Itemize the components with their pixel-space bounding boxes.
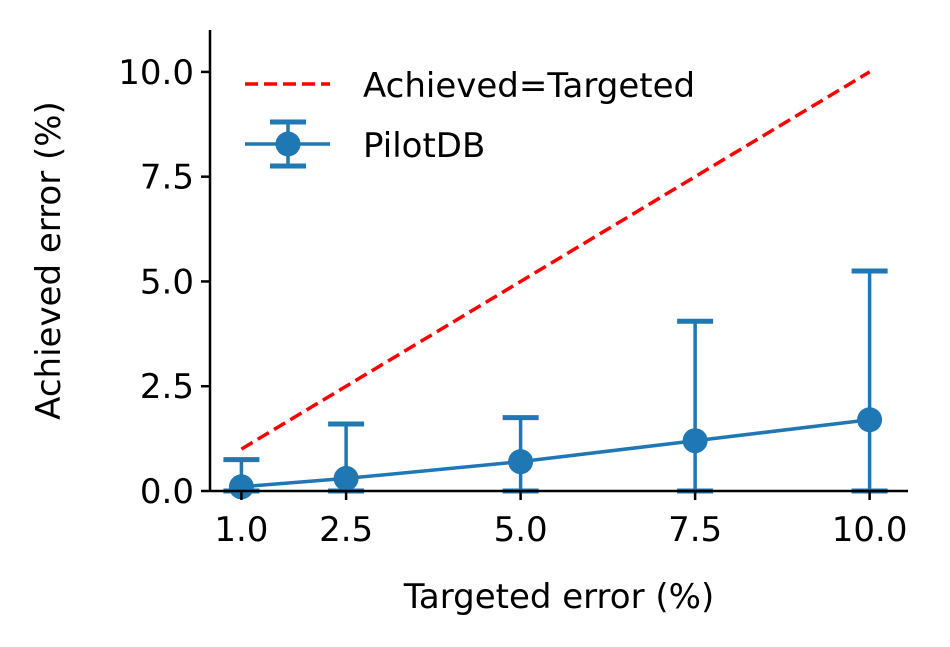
data-point-pilotdb: [508, 449, 534, 475]
legend-label-achieved-targeted: Achieved=Targeted: [363, 66, 695, 106]
legend-swatch-errorbar: [245, 119, 330, 169]
legend-label-pilotdb: PilotDB: [363, 126, 485, 166]
x-tick-label: 5.0: [494, 510, 548, 550]
y-tick-label: 2.5: [140, 367, 194, 407]
data-point-pilotdb: [682, 428, 708, 454]
x-axis-title: Targeted error (%): [403, 577, 714, 617]
legend: Achieved=Targeted PilotDB: [245, 66, 695, 169]
x-tick-label: 1.0: [214, 510, 268, 550]
y-tick-label: 5.0: [140, 262, 194, 302]
y-tick-label: 10.0: [118, 53, 194, 93]
plot-data-layer: [223, 70, 888, 500]
y-tick-label: 0.0: [140, 472, 194, 512]
y-tick-label: 7.5: [140, 158, 194, 198]
x-tick-label: 7.5: [668, 510, 722, 550]
legend-errorbar-marker: [275, 131, 301, 157]
ticks-layer: 1.0 2.5 5.0 7.5 10.0 0.0 2.5 5.0 7.5 10.0: [118, 53, 907, 550]
axes-layer: [208, 30, 908, 493]
data-point-pilotdb: [333, 465, 359, 491]
x-tick-label: 2.5: [319, 510, 373, 550]
data-point-pilotdb: [228, 474, 254, 500]
data-point-pilotdb: [857, 407, 883, 433]
y-axis-title: Achieved error (%): [29, 101, 69, 420]
x-tick-label: 10.0: [832, 510, 908, 550]
reference-line-achieved-targeted: [240, 70, 871, 451]
